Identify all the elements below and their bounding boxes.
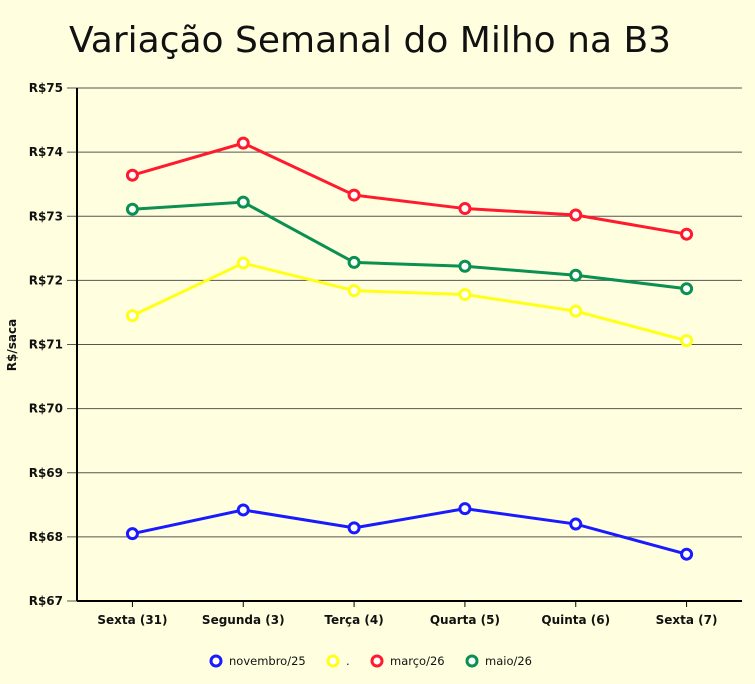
data-point <box>458 259 472 273</box>
y-axis-label: R$/saca <box>5 319 19 371</box>
y-tick-label: R$74 <box>29 145 63 159</box>
data-point <box>125 168 139 182</box>
legend-label: março/26 <box>390 654 445 668</box>
data-point <box>680 227 694 241</box>
data-point <box>236 136 250 150</box>
chart-title: Variação Semanal do Milho na B3 <box>69 20 671 61</box>
legend-label: maio/26 <box>485 654 532 668</box>
legend-marker <box>465 654 479 668</box>
data-point <box>569 268 583 282</box>
y-tick-label: R$72 <box>29 273 63 287</box>
legend-label: . <box>346 654 350 668</box>
data-point <box>347 188 361 202</box>
x-tick-label: Sexta (31) <box>97 613 167 627</box>
data-point <box>458 202 472 216</box>
series-line-1 <box>131 261 687 343</box>
data-point <box>569 517 583 531</box>
y-tick-label: R$67 <box>29 594 63 608</box>
data-point <box>680 547 694 561</box>
data-point <box>680 282 694 296</box>
data-point <box>125 527 139 541</box>
x-tick-label: Quarta (5) <box>430 613 500 627</box>
data-point <box>347 284 361 298</box>
x-tick-label: Quinta (6) <box>541 613 610 627</box>
data-point <box>458 502 472 516</box>
legend-label: novembro/25 <box>229 654 306 668</box>
data-point <box>236 195 250 209</box>
data-point <box>236 256 250 270</box>
x-tick-label: Terça (4) <box>324 613 383 627</box>
data-point <box>680 334 694 348</box>
data-point <box>347 521 361 535</box>
data-point <box>125 202 139 216</box>
data-point <box>125 309 139 323</box>
x-tick-label: Segunda (3) <box>202 613 285 627</box>
legend-marker <box>370 654 384 668</box>
x-tick-label: Sexta (7) <box>656 613 718 627</box>
data-point <box>236 503 250 517</box>
series-line-2 <box>131 141 687 236</box>
legend-marker <box>326 654 340 668</box>
data-point <box>569 208 583 222</box>
y-tick-label: R$69 <box>29 466 63 480</box>
y-tick-label: R$68 <box>29 530 63 544</box>
y-tick-label: R$70 <box>29 402 63 416</box>
y-tick-label: R$75 <box>29 81 63 95</box>
data-point <box>347 255 361 269</box>
y-tick-label: R$73 <box>29 209 63 223</box>
series-line-3 <box>132 200 687 291</box>
legend-marker <box>209 654 223 668</box>
series-line-0 <box>132 507 687 556</box>
data-point <box>458 287 472 301</box>
y-tick-label: R$71 <box>29 338 63 352</box>
data-point <box>569 304 583 318</box>
